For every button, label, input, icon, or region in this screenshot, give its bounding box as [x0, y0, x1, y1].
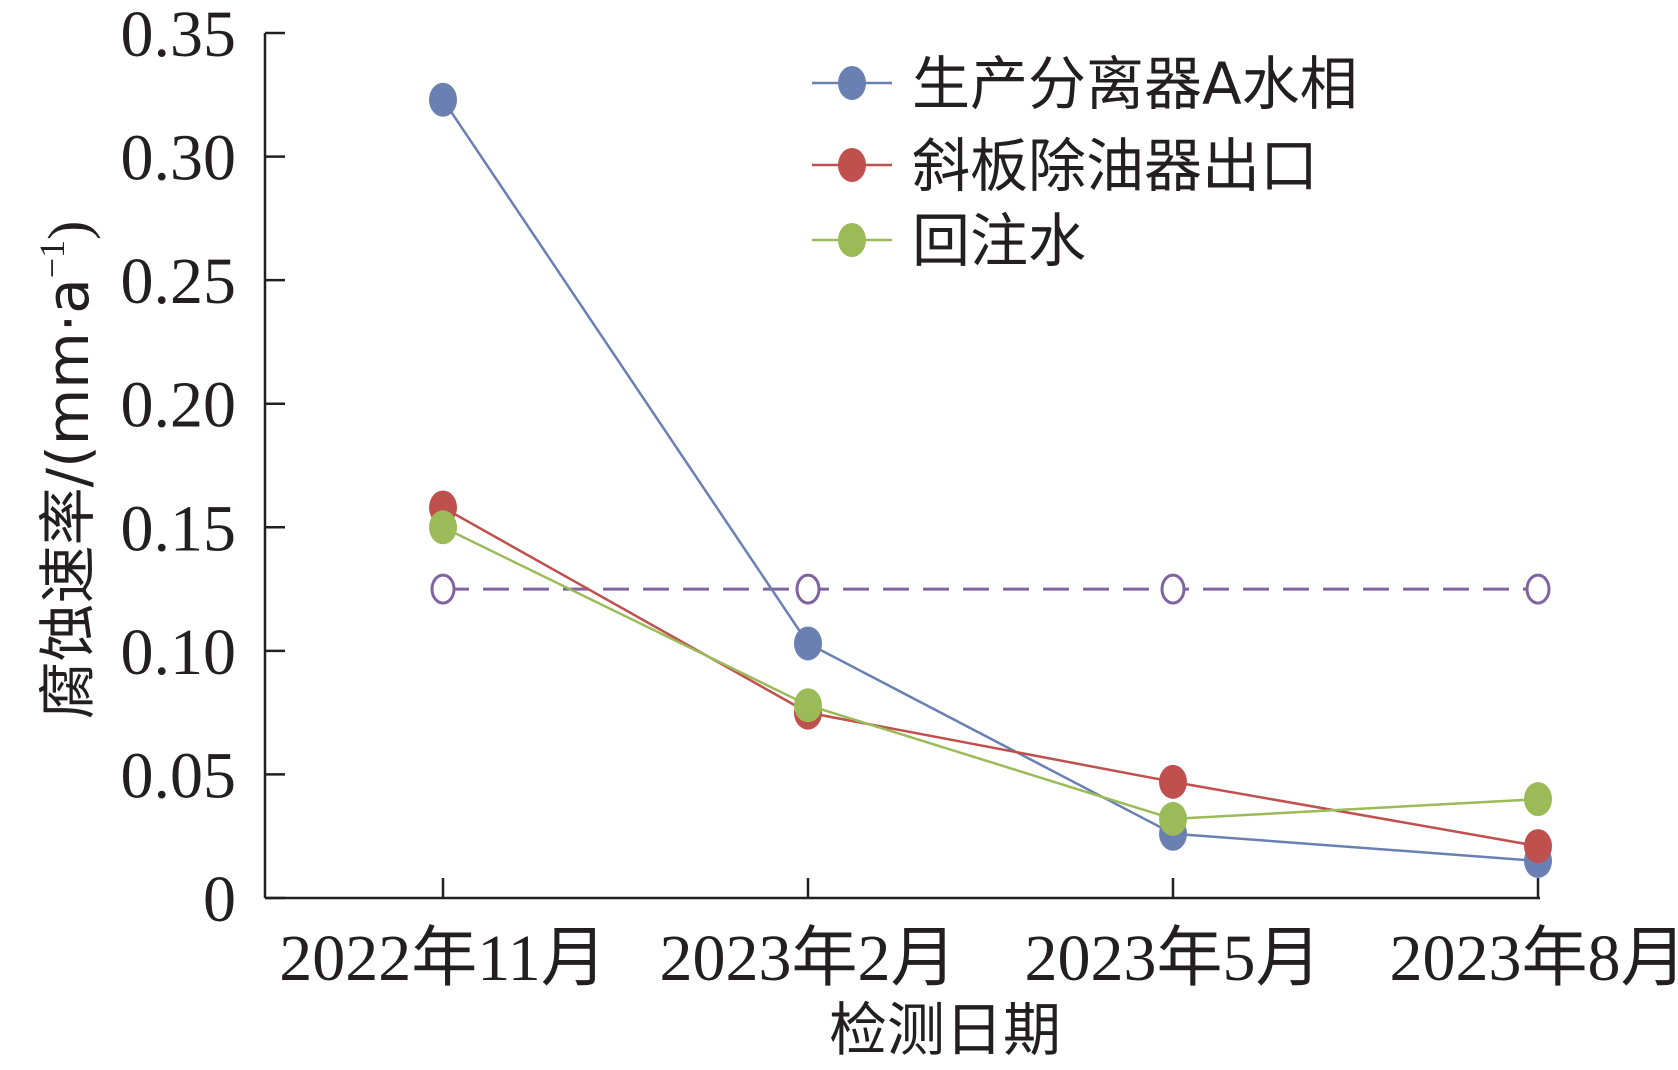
- reference-point: [795, 573, 821, 605]
- y-tick-label: 0: [203, 863, 236, 936]
- series-point: [429, 510, 457, 545]
- legend-marker: [838, 66, 866, 100]
- series-line: [442, 506, 1539, 848]
- legend-marker: [838, 148, 866, 182]
- legend-label: 生产分离器A水相: [912, 50, 1358, 118]
- x-ticks: 2022年11月 2023年2月 2023年5月 2023年8月: [279, 878, 1678, 995]
- y-tick-label: 0.30: [121, 122, 237, 195]
- y-tick-label: 0.25: [121, 245, 237, 318]
- y-tick-label: 0.35: [121, 0, 237, 71]
- series-line: [442, 526, 1539, 821]
- series-point: [1159, 764, 1187, 799]
- x-axis: 2022年11月 2023年2月 2023年5月 2023年8月: [265, 878, 1678, 995]
- y-axis-title: 腐蚀速率/(mm·a−1): [32, 221, 102, 720]
- plot-series: [429, 82, 1552, 878]
- legend-item: 生产分离器A水相: [812, 50, 1358, 118]
- legend-label: 斜板除油器出口: [912, 132, 1318, 200]
- x-tick-label: 2023年2月: [660, 922, 957, 995]
- reference-point: [1160, 573, 1186, 605]
- y-tick-label: 0.10: [121, 616, 237, 689]
- y-tick-label: 0.15: [121, 492, 237, 565]
- y-axis-title-sup: −1: [32, 240, 72, 278]
- series-point: [1524, 829, 1552, 864]
- series-point: [794, 688, 822, 723]
- legend-label: 回注水: [912, 207, 1086, 275]
- legend-item: 斜板除油器出口: [812, 132, 1318, 200]
- y-ticks: 0 0.05 0.10 0.15 0.20 0.25 0.30 0.35: [121, 0, 285, 936]
- legend-item: 回注水: [812, 207, 1086, 275]
- series-line: [441, 99, 1539, 863]
- y-tick-label: 0.05: [121, 739, 237, 812]
- x-tick-label: 2022年11月: [279, 922, 607, 995]
- y-tick-label: 0.20: [121, 369, 237, 442]
- reference-point: [1525, 573, 1551, 605]
- y-axis: 0 0.05 0.10 0.15 0.20 0.25 0.30 0.35: [121, 0, 285, 936]
- series-point: [794, 626, 822, 661]
- y-axis-title-close: ): [36, 221, 101, 240]
- legend-marker: [838, 223, 866, 257]
- series-point: [429, 82, 457, 117]
- series-1: [429, 82, 1552, 878]
- reference-point: [430, 573, 456, 605]
- reference-series: [430, 573, 1551, 605]
- series-3: [429, 510, 1552, 836]
- series-point: [1159, 801, 1187, 836]
- y-axis-title-main: 腐蚀速率/(mm·a: [34, 278, 102, 719]
- x-tick-label: 2023年8月: [1390, 922, 1678, 995]
- series-point: [1524, 782, 1552, 817]
- x-tick-label: 2023年5月: [1025, 922, 1322, 995]
- x-axis-title: 检测日期: [829, 996, 1061, 1064]
